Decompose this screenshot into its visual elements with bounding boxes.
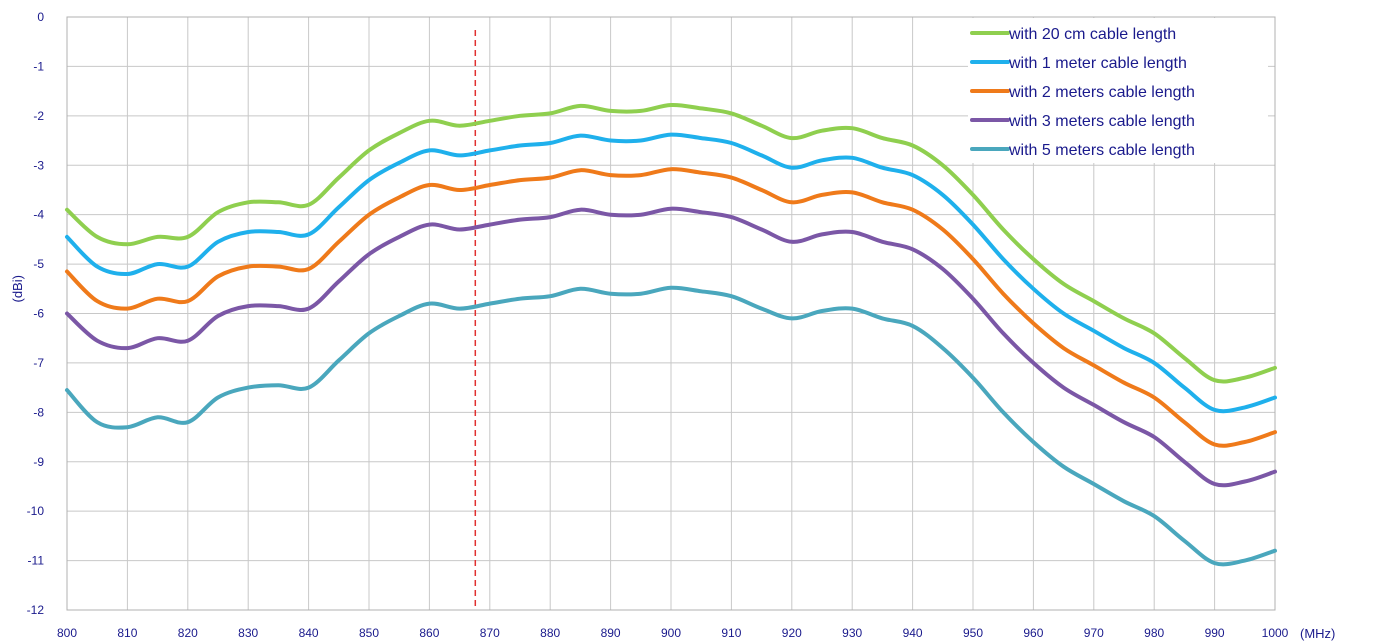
y-tick-label: -10 (27, 504, 45, 518)
x-tick-label: 990 (1205, 626, 1225, 640)
series-line-2 (65, 132, 1277, 414)
legend-label-3: with 2 meters cable length (1008, 84, 1195, 101)
x-tick-label: 920 (782, 626, 802, 640)
x-tick-label: 860 (419, 626, 439, 640)
x-tick-label: 810 (117, 626, 137, 640)
x-tick-label: 830 (238, 626, 258, 640)
legend-background (968, 18, 1268, 163)
y-tick-label: -2 (33, 109, 44, 123)
y-tick-label: -8 (33, 405, 44, 419)
x-axis-unit-label: (MHz) (1300, 626, 1335, 641)
legend-label-1: with 20 cm cable length (1008, 26, 1176, 43)
y-tick-label: -12 (27, 603, 45, 617)
series-line-3 (65, 167, 1277, 448)
x-tick-label: 880 (540, 626, 560, 640)
y-axis-unit-label: (dBi) (10, 275, 25, 302)
y-tick-label: -1 (33, 59, 44, 73)
legend-label-4: with 3 meters cable length (1008, 113, 1195, 130)
y-tick-label: 0 (37, 10, 44, 24)
y-axis-tick-labels: 0 -1 -2 -3 -4 -5 -6 -7 -8 -9 -10 -11 -12 (27, 10, 45, 617)
x-tick-label: 980 (1144, 626, 1164, 640)
x-tick-label: 840 (299, 626, 319, 640)
x-tick-label: 940 (903, 626, 923, 640)
x-tick-label: 960 (1023, 626, 1043, 640)
series-line-4 (65, 206, 1277, 488)
x-tick-label: 890 (601, 626, 621, 640)
y-tick-label: -9 (33, 455, 44, 469)
x-tick-label: 930 (842, 626, 862, 640)
x-tick-label: 850 (359, 626, 379, 640)
series-line-1 (65, 102, 1277, 384)
x-tick-label: 800 (57, 626, 77, 640)
x-axis-tick-labels: 800 810 820 830 840 850 860 870 880 890 900 910 920 9… (57, 626, 1289, 640)
x-tick-label: 950 (963, 626, 983, 640)
x-tick-label: 1000 (1262, 626, 1289, 640)
x-tick-label: 900 (661, 626, 681, 640)
series-line-5 (65, 285, 1277, 567)
legend-label-2: with 1 meter cable length (1008, 55, 1187, 72)
y-tick-label: -11 (28, 554, 45, 568)
series-lines (65, 102, 1277, 567)
x-tick-label: 820 (178, 626, 198, 640)
y-tick-label: -5 (33, 257, 44, 271)
legend: with 20 cm cable length with 1 meter cabl… (968, 18, 1268, 163)
y-tick-label: -3 (33, 158, 44, 172)
x-tick-label: 910 (721, 626, 741, 640)
legend-label-5: with 5 meters cable length (1008, 142, 1195, 159)
y-tick-label: -6 (33, 307, 44, 321)
x-tick-label: 970 (1084, 626, 1104, 640)
y-tick-label: -4 (33, 208, 44, 222)
y-tick-label: -7 (33, 356, 44, 370)
x-tick-label: 870 (480, 626, 500, 640)
